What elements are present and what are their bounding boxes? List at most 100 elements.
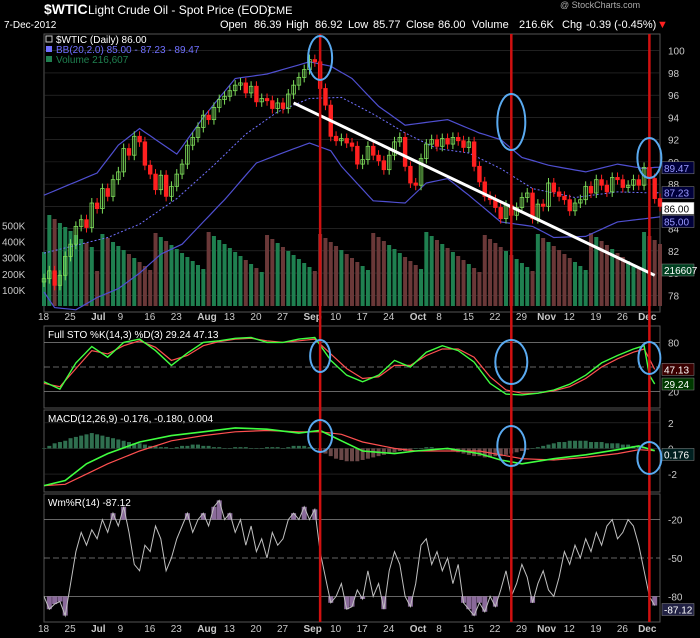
tag-sto-d-bg	[661, 363, 695, 376]
candle	[620, 179, 626, 188]
candle	[344, 138, 349, 144]
candle	[413, 182, 418, 186]
volume-bar	[227, 248, 232, 306]
date-tick-label-bottom: 9	[118, 624, 124, 635]
candle	[116, 171, 121, 181]
macd-histogram-bar	[610, 443, 615, 449]
candle	[254, 85, 259, 103]
macd-histogram-bar	[105, 436, 110, 449]
wr-oversold-fill	[530, 596, 536, 603]
volume-bar	[488, 239, 493, 306]
sto-tick-label: 20	[668, 388, 680, 399]
candle	[137, 135, 142, 143]
candle	[126, 148, 132, 156]
macd-histogram-bar	[482, 448, 487, 458]
price-tick-label: 100	[668, 47, 685, 58]
candle	[179, 163, 185, 175]
macd-histogram-bar	[206, 445, 211, 449]
volume-bar	[626, 261, 631, 306]
legend-price: $WTIC (Daily) 86.00	[56, 35, 147, 46]
candle	[652, 178, 657, 199]
volume-bar	[291, 255, 296, 306]
macd-histogram-bar	[275, 447, 280, 449]
macd-histogram-bar	[137, 443, 142, 449]
tag-bb-upper: 89.47	[664, 164, 689, 175]
volume-bar	[610, 249, 615, 306]
volume-label: Volume	[472, 19, 509, 31]
volume-bar	[573, 262, 578, 306]
volume-bar	[57, 223, 62, 306]
macd-histogram-bar	[79, 435, 84, 449]
macd-histogram-bar	[243, 447, 248, 449]
volume-bar	[376, 237, 381, 306]
volume-bar	[658, 244, 662, 306]
volume-bar	[158, 237, 163, 306]
volume-bar	[307, 267, 312, 306]
price-tick-label: 98	[668, 69, 680, 80]
volume-bar	[259, 272, 264, 306]
macd-histogram-bar	[121, 440, 126, 449]
candle	[195, 127, 201, 138]
macd-histogram-bar	[408, 448, 413, 450]
candle	[68, 243, 73, 257]
candle	[466, 141, 472, 148]
volume-bar	[52, 219, 57, 306]
macd-histogram-bar	[339, 448, 344, 460]
macd-histogram-bar	[604, 443, 609, 449]
candle	[190, 137, 195, 146]
volume-bar	[302, 263, 307, 306]
candle	[163, 174, 169, 197]
candle	[312, 59, 318, 63]
volume-bar	[328, 242, 333, 306]
volume-bar	[429, 236, 434, 306]
volume-bar	[73, 235, 78, 306]
date-tick-label-bottom: Nov	[537, 624, 556, 635]
date-tick-label-bottom: Jul	[91, 624, 106, 635]
volume-bar	[153, 233, 158, 306]
candle	[588, 185, 594, 194]
wr-overbought-fill	[211, 506, 217, 520]
date-tick-label-bottom: Sep	[304, 624, 322, 635]
candle	[625, 184, 631, 188]
date-tick-label-bottom: 26	[617, 624, 629, 635]
date-tick-label-top: 8	[436, 312, 442, 323]
volume-bar	[296, 259, 301, 306]
price-frame	[43, 33, 661, 313]
volume-bar	[350, 258, 354, 306]
macd-histogram-bar	[413, 448, 418, 449]
volume-bar	[594, 237, 599, 306]
volume-bar	[450, 252, 455, 306]
symbol-title: $WTIC	[44, 1, 88, 17]
legend-volume: Volume 216,607	[56, 55, 129, 66]
highlight-circle	[637, 341, 662, 375]
macd-histogram-bar	[158, 447, 163, 449]
volume-bar	[424, 232, 429, 306]
volume-bar	[116, 246, 121, 306]
candle	[551, 182, 556, 193]
candle	[296, 76, 302, 86]
date-tick-label-top: 20	[250, 312, 262, 323]
date-tick-label-top: 18	[38, 312, 50, 323]
date-tick-label-bottom: Aug	[197, 624, 216, 635]
wr-overbought-fill	[301, 506, 307, 520]
wr-oversold-fill	[349, 596, 355, 607]
date-tick-label-top: 10	[330, 312, 342, 323]
tag-sto-k: 29.24	[664, 380, 689, 391]
sto-tick-label: 80	[668, 338, 680, 349]
volume-bar	[620, 257, 625, 306]
candle	[456, 137, 461, 142]
candle	[392, 141, 397, 156]
wr-overbought-fill	[121, 506, 127, 520]
macd-histogram-bar	[180, 445, 185, 449]
macd-histogram-bar	[530, 448, 535, 449]
price-tick-label: 94	[668, 113, 680, 124]
volume-bar	[535, 234, 540, 306]
macd-histogram-bar	[567, 440, 572, 449]
macd-histogram-bar	[344, 448, 349, 462]
wr-overbought-fill	[110, 513, 116, 520]
volume-bar	[137, 262, 142, 306]
candle	[110, 179, 116, 197]
date-tick-label-bottom: 20	[250, 624, 262, 635]
volume-bar	[562, 254, 567, 306]
date-tick-label-bottom: 24	[383, 624, 395, 635]
